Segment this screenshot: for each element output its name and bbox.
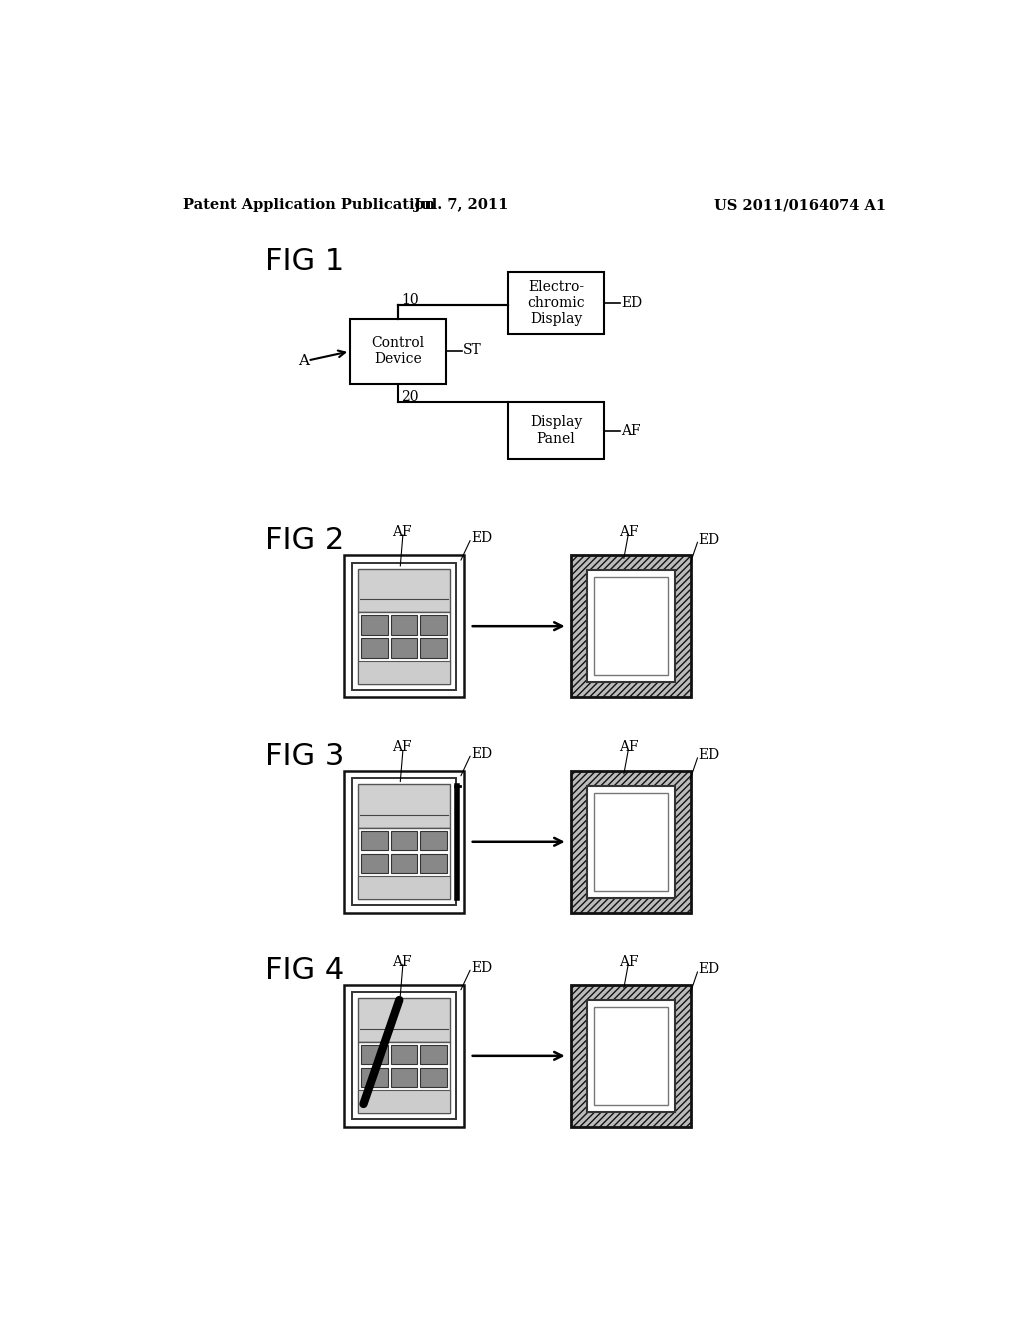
Text: FIG 3: FIG 3 [265,742,345,771]
Bar [420,638,446,657]
Bar [358,569,450,612]
Bar [587,785,676,898]
Bar [358,876,450,899]
Text: FIG 2: FIG 2 [265,527,344,556]
Text: Display
Panel: Display Panel [529,416,582,446]
Text: FIG 4: FIG 4 [265,956,344,985]
Text: AF: AF [392,954,412,969]
Text: AF: AF [620,741,639,755]
Text: ED: ED [621,296,642,310]
Bar [358,784,450,828]
Text: A: A [298,354,308,367]
Text: Electro-
chromic
Display: Electro- chromic Display [527,280,585,326]
Bar [358,612,450,684]
Bar [361,638,388,657]
Text: ED: ED [698,532,720,546]
Bar [508,272,604,334]
Bar [594,577,669,675]
Text: 20: 20 [401,391,419,404]
Bar [352,779,456,906]
Text: Jul. 7, 2011: Jul. 7, 2011 [415,198,509,213]
Bar [420,830,446,850]
Bar [391,638,417,657]
Text: AF: AF [392,741,412,755]
Bar [594,793,669,891]
Bar [571,554,691,697]
Bar [361,615,388,635]
Text: AF: AF [620,954,639,969]
Bar [361,1044,388,1064]
Bar [391,1044,417,1064]
Bar [391,615,417,635]
Text: ED: ED [698,748,720,762]
Bar [587,570,676,682]
Bar [571,771,691,913]
Bar [587,1001,676,1111]
Bar [420,1068,446,1088]
Text: FIG 1: FIG 1 [265,247,344,276]
Text: Control
Device: Control Device [372,337,425,367]
Bar [344,554,464,697]
Bar [420,615,446,635]
Bar [391,854,417,874]
Text: Patent Application Publication: Patent Application Publication [183,198,435,213]
Bar [358,1041,450,1113]
Text: ED: ED [471,531,493,545]
Bar [391,1068,417,1088]
Text: AF: AF [621,424,641,438]
Bar [571,985,691,1127]
Text: ED: ED [471,747,493,760]
Bar [352,993,456,1119]
Bar [391,830,417,850]
Bar [358,828,450,899]
Bar [361,1068,388,1088]
Bar [594,1007,669,1105]
Bar [344,985,464,1127]
Bar [508,401,604,459]
Text: AF: AF [392,525,412,539]
Text: ED: ED [698,962,720,977]
Bar [352,562,456,689]
Bar [350,318,446,384]
Bar [420,1044,446,1064]
Bar [344,771,464,913]
Text: 10: 10 [401,293,419,308]
Text: ED: ED [471,961,493,974]
Text: US 2011/0164074 A1: US 2011/0164074 A1 [715,198,887,213]
Bar [361,854,388,874]
Bar [358,998,450,1041]
Text: ST: ST [463,343,482,356]
Text: AF: AF [620,525,639,539]
Bar [358,1090,450,1113]
Bar [420,854,446,874]
Bar [361,830,388,850]
Bar [358,661,450,684]
